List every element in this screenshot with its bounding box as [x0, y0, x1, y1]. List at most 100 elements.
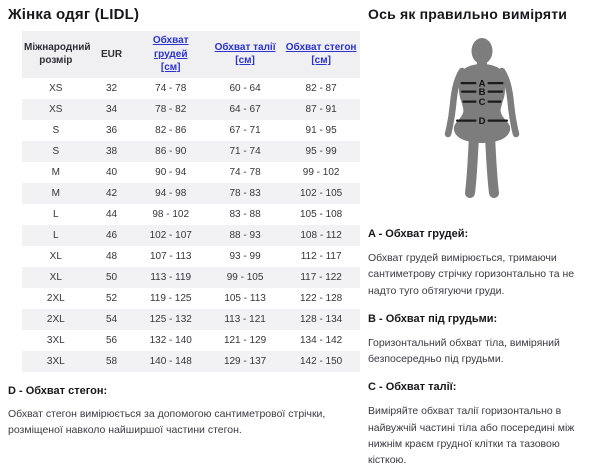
- table-cell: 34: [106, 103, 118, 115]
- size-table: Міжнародний розмір EUR Обхват грудей [см…: [22, 31, 360, 372]
- table-cell: 98 - 102: [152, 208, 190, 220]
- table-cell: 82 - 86: [155, 124, 187, 136]
- measure-label-c: C: [479, 97, 486, 108]
- table-row: S 36 82 - 86 67 - 71 91 - 95: [22, 120, 360, 141]
- table-cell: XL: [49, 250, 62, 262]
- underbust-section: B - Обхват під грудьми: Горизонтальний о…: [368, 313, 596, 368]
- col-header-waist: Обхват талії [см]: [207, 31, 283, 78]
- table-cell: 113 - 119: [150, 271, 192, 283]
- hips-note: D - Обхват стегон: Обхват стегон вимірює…: [8, 385, 360, 439]
- female-silhouette-icon: A B C D: [444, 38, 520, 198]
- table-cell: M: [51, 166, 60, 178]
- table-cell: 44: [106, 208, 118, 220]
- table-cell: 94 - 98: [155, 187, 187, 199]
- hips-link[interactable]: Обхват стегон [см]: [285, 41, 357, 67]
- table-cell: XS: [49, 103, 63, 115]
- table-cell: 74 - 78: [155, 82, 187, 94]
- table-cell: 142 - 150: [299, 355, 343, 367]
- table-cell: 129 - 137: [223, 355, 267, 367]
- table-cell: 3XL: [46, 355, 65, 367]
- table-row: S 38 86 - 90 71 - 74 95 - 99: [22, 140, 360, 162]
- table-cell: 119 - 125: [149, 292, 192, 304]
- table-cell: S: [52, 145, 60, 157]
- table-cell: 67 - 71: [229, 124, 261, 136]
- table-cell: 78 - 83: [229, 187, 261, 199]
- chest-section: A - Обхват грудей: Обхват грудей вимірює…: [368, 228, 596, 299]
- col-header-international-size: Міжнародний розмір: [22, 31, 91, 78]
- table-row: L 46 102 - 107 88 - 93 108 - 112: [22, 224, 360, 246]
- table-cell: 38: [106, 145, 118, 157]
- waist-link[interactable]: Обхват талії [см]: [214, 41, 276, 67]
- table-cell: 42: [106, 187, 118, 199]
- col-header-hips: Обхват стегон [см]: [282, 31, 360, 78]
- chest-link[interactable]: Обхват грудей [см]: [152, 35, 189, 73]
- table-cell: 71 - 74: [229, 145, 261, 157]
- table-cell: 128 - 134: [299, 313, 343, 325]
- measurement-guide-title: Ось як правильно виміряти: [368, 6, 568, 22]
- table-cell: 91 - 95: [305, 124, 337, 136]
- table-row: M 40 90 - 94 74 - 78 99 - 102: [22, 162, 360, 183]
- table-cell: 74 - 78: [229, 166, 261, 178]
- table-cell: 132 - 140: [149, 334, 192, 346]
- table-cell: 125 - 132: [149, 313, 192, 325]
- table-row: M 42 94 - 98 78 - 83 102 - 105: [22, 182, 360, 204]
- page-title: Жінка одяг (LIDL): [8, 6, 140, 23]
- table-cell: 48: [106, 250, 118, 262]
- table-cell: XS: [49, 82, 63, 94]
- table-cell: 40: [106, 166, 118, 178]
- measure-label-b: B: [479, 87, 486, 98]
- size-table-body: XS 32 74 - 78 60 - 64 82 - 87 XS 34 78 - 82 64 -…: [22, 78, 360, 372]
- table-cell: 102 - 107: [149, 229, 192, 241]
- table-cell: L: [53, 208, 59, 220]
- table-cell: 60 - 64: [229, 82, 261, 94]
- waist-heading: C - Обхват талії:: [368, 381, 457, 394]
- table-cell: 93 - 99: [229, 250, 261, 262]
- table-cell: 78 - 82: [155, 103, 187, 115]
- table-cell: 2XL: [46, 313, 65, 325]
- hips-note-heading: D - Обхват стегон:: [8, 384, 108, 397]
- table-cell: 105 - 108: [299, 208, 343, 220]
- table-row: L 44 98 - 102 83 - 88 105 - 108: [22, 204, 360, 225]
- table-cell: 36: [106, 124, 118, 136]
- table-header-row: Міжнародний розмір EUR Обхват грудей [см…: [22, 31, 360, 78]
- table-cell: 113 - 121: [224, 313, 266, 325]
- table-row: XS 34 78 - 82 64 - 67 87 - 91: [22, 98, 360, 120]
- table-cell: 140 - 148: [149, 355, 192, 367]
- size-chart-section: Жінка одяг (LIDL) Міжнародний розмір EUR…: [8, 4, 364, 438]
- table-cell: 99 - 102: [302, 166, 340, 178]
- table-cell: 107 - 113: [149, 250, 192, 262]
- table-cell: 121 - 129: [223, 334, 267, 346]
- table-cell: 86 - 90: [155, 145, 187, 157]
- table-row: 2XL 52 119 - 125 105 - 113 122 - 128: [22, 288, 360, 309]
- table-cell: 52: [106, 292, 118, 304]
- col-header-eur: EUR: [89, 31, 134, 78]
- table-cell: 50: [106, 271, 118, 283]
- measurement-guide-section: Ось як правильно виміряти: [368, 4, 596, 468]
- body-measurement-figure: A B C D: [368, 35, 596, 203]
- table-cell: S: [52, 124, 60, 136]
- chest-heading: A - Обхват грудей:: [368, 228, 469, 240]
- table-cell: 82 - 87: [305, 82, 337, 94]
- table-row: XL 48 107 - 113 93 - 99 112 - 117: [22, 246, 360, 267]
- table-cell: 117 - 122: [300, 271, 342, 283]
- measurement-bands: [456, 82, 508, 122]
- waist-section: C - Обхват талії: Виміряйте обхват талії…: [368, 381, 596, 468]
- table-row: 3XL 58 140 - 148 129 - 137 142 - 150: [22, 350, 360, 372]
- table-cell: 3XL: [46, 334, 65, 346]
- table-cell: 122 - 128: [299, 292, 343, 304]
- table-cell: 112 - 117: [300, 250, 342, 262]
- table-cell: 83 - 88: [229, 208, 261, 220]
- table-cell: 102 - 105: [299, 187, 343, 199]
- table-row: 3XL 56 132 - 140 121 - 129 134 - 142: [22, 330, 360, 351]
- table-row: XS 32 74 - 78 60 - 64 82 - 87: [22, 78, 360, 99]
- table-cell: M: [51, 187, 60, 199]
- table-cell: 90 - 94: [155, 166, 187, 178]
- table-row: 2XL 54 125 - 132 113 - 121 128 - 134: [22, 308, 360, 330]
- table-cell: 32: [106, 82, 118, 94]
- underbust-heading: B - Обхват під грудьми:: [368, 312, 498, 325]
- table-cell: 64 - 67: [229, 103, 261, 115]
- table-cell: 56: [106, 334, 118, 346]
- waist-body: Виміряйте обхват талії горизонтально в н…: [368, 405, 575, 467]
- table-cell: 46: [106, 229, 118, 241]
- hips-note-body: Обхват стегон вимірюється за допомогою с…: [8, 407, 326, 436]
